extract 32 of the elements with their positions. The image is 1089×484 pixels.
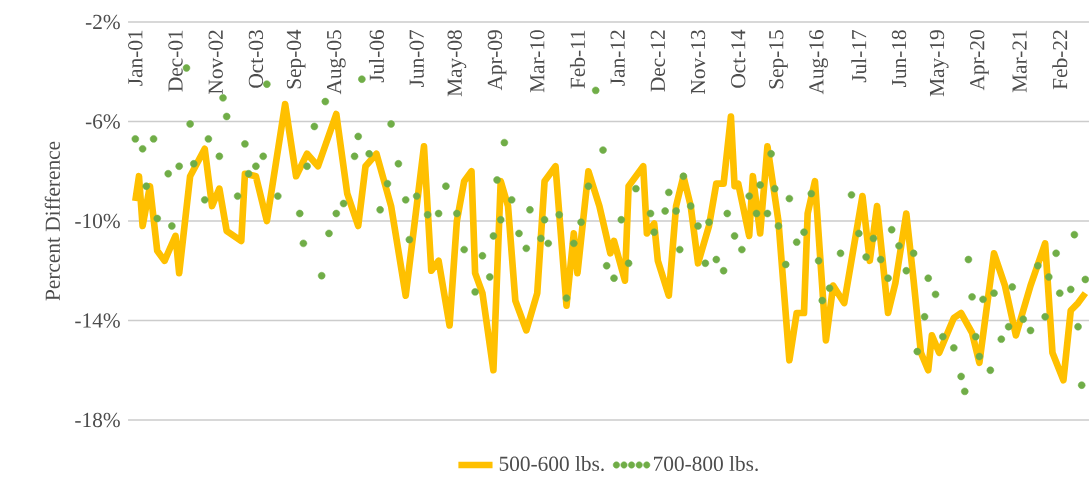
legend-label: 700-800 lbs. <box>654 455 758 472</box>
x-tick-label: Jul-06 <box>368 30 384 83</box>
x-tick-label: Nov-02 <box>208 30 223 94</box>
x-tick-label: May-19 <box>929 30 949 97</box>
x-tick-label: Apr-09 <box>487 30 507 91</box>
x-tick-label: Nov-13 <box>690 30 706 94</box>
x-tick-label: Sep-15 <box>769 30 788 89</box>
x-tick-label: Jul-17 <box>851 29 867 83</box>
y-axis-title: Percent Difference <box>44 141 60 301</box>
x-tick-label: Dec-01 <box>168 30 183 92</box>
x-tick-label: May-08 <box>447 30 467 97</box>
y-tick-label: -14% <box>75 313 120 328</box>
x-tick-label: Jan-12 <box>610 30 625 86</box>
x-tick-label: Jan-01 <box>128 30 143 86</box>
x-tick-label: Jun-07 <box>409 29 424 87</box>
x-tick-label: Sep-04 <box>286 29 306 89</box>
y-tick-label: -2% <box>85 14 120 30</box>
x-tick-label: Apr-20 <box>970 30 989 91</box>
x-tick-label: Aug-16 <box>809 30 828 95</box>
x-tick-label: Oct-03 <box>248 30 264 88</box>
legend-label: 500-600 lbs. <box>499 455 604 472</box>
y-tick-label: -6% <box>85 114 120 129</box>
x-tick-label: Jun-18 <box>891 30 907 87</box>
y-tick-label: -18% <box>75 412 120 428</box>
x-tick-label: Dec-12 <box>650 30 665 92</box>
x-tick-label: Feb-22 <box>1052 30 1068 90</box>
x-tick-label: Mar-10 <box>530 30 545 93</box>
x-tick-label: Aug-05 <box>326 30 346 95</box>
x-tick-label: Mar-21 <box>1012 30 1027 93</box>
x-tick-label: Oct-14 <box>731 29 746 88</box>
y-tick-label: -10% <box>75 213 120 229</box>
x-tick-label: Feb-11 <box>569 30 585 89</box>
